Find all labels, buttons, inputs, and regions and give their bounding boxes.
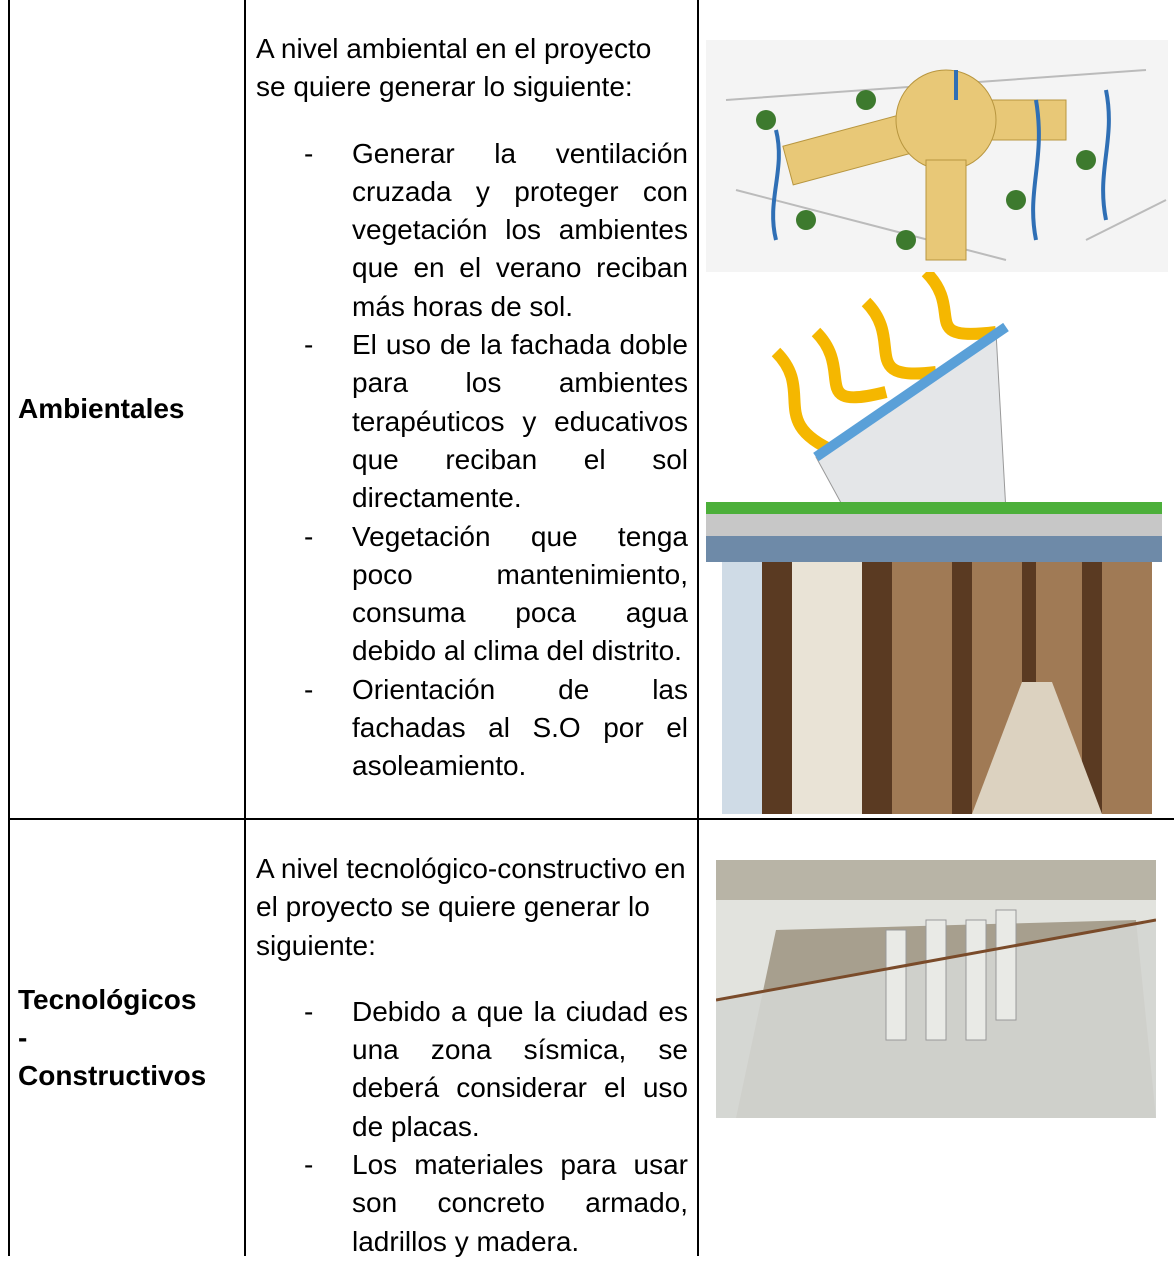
bullet-dash: -	[304, 329, 314, 361]
bullet-dash: -	[304, 673, 314, 705]
image-solar	[706, 272, 1162, 562]
row-text: A nivel ambiental en el proyecto se quie…	[256, 2, 688, 786]
bullet-item: - Orientación de las fachadas al S.O por …	[256, 671, 688, 786]
bullet-item: - Debido a que la ciudad es una zona sísm…	[256, 993, 688, 1146]
bullet-dash: -	[304, 520, 314, 552]
bullet-text: Vegetación que tenga poco mantenimiento,…	[352, 520, 688, 667]
intro-text: A nivel ambiental en el proyecto se quie…	[256, 33, 652, 103]
bullet-item: - Vegetación que tenga poco mantenimiento…	[256, 518, 688, 671]
bullet-text: Orientación de las fachadas al S.O por e…	[352, 673, 688, 782]
image-ventilation	[706, 40, 1168, 272]
label-line: Constructivos	[18, 1060, 207, 1091]
intro-text: A nivel tecnológico-constructivo en el p…	[256, 853, 686, 961]
bullet-list: - Generar la ventilación cruzada y proteg…	[256, 135, 688, 786]
bullet-item: - Los materiales para usar son concreto a…	[256, 1146, 688, 1261]
row-label: Ambientales	[18, 0, 238, 818]
border	[8, 0, 10, 1256]
bullet-text: El uso de la fachada doble para los ambi…	[352, 329, 688, 514]
image-construction	[716, 860, 1156, 1118]
border	[8, 818, 1174, 820]
bullet-text: Generar la ventilación cruzada y protege…	[352, 137, 688, 322]
label-line: -	[18, 1022, 28, 1053]
bullet-item: - Generar la ventilación cruzada y proteg…	[256, 135, 688, 326]
label-line: Ambientales	[18, 393, 185, 424]
bullet-text: Debido a que la ciudad es una zona sísmi…	[352, 995, 688, 1142]
bullet-text: Los materiales para usar son concreto ar…	[352, 1149, 688, 1257]
bullet-list: - Debido a que la ciudad es una zona sísm…	[256, 993, 688, 1261]
row-text: A nivel tecnológico-constructivo en el p…	[256, 822, 688, 1261]
border	[244, 0, 246, 1256]
row-label: Tecnológicos - Constructivos	[18, 820, 238, 1256]
image-facade	[722, 562, 1152, 814]
bullet-dash: -	[304, 995, 314, 1027]
bullet-item: - El uso de la fachada doble para los amb…	[256, 326, 688, 517]
label-line: Tecnológicos	[18, 984, 197, 1015]
border	[697, 0, 699, 1256]
bullet-dash: -	[304, 1149, 314, 1181]
bullet-dash: -	[304, 137, 314, 169]
